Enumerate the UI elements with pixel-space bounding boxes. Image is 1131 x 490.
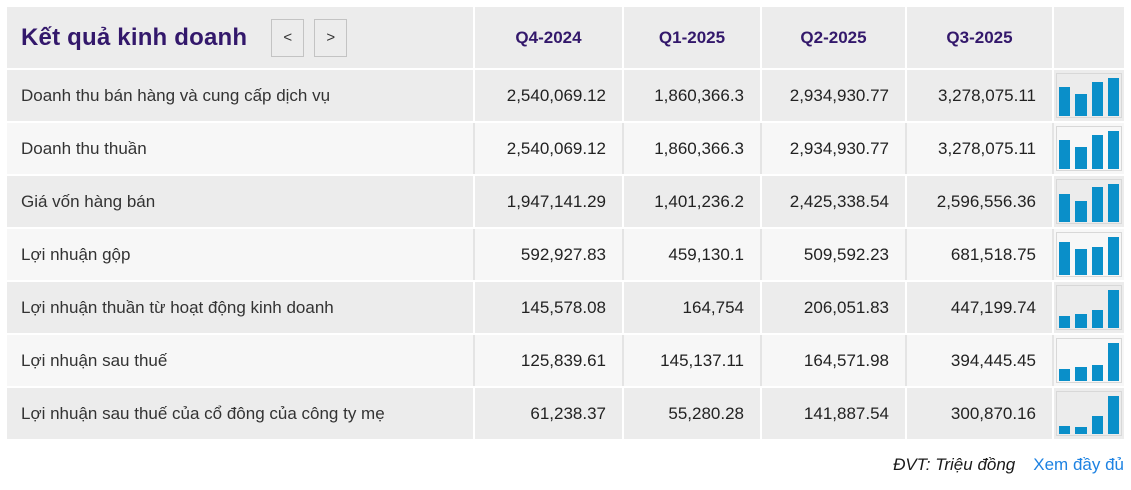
sparkline-cell — [1052, 388, 1124, 439]
sparkline-bar-chart — [1056, 338, 1122, 383]
spark-bar — [1059, 194, 1071, 222]
spark-bar — [1091, 310, 1103, 328]
sparkline-bar-chart — [1056, 232, 1122, 277]
sparkline-bar-chart — [1056, 391, 1122, 436]
cell-q3-2025: 3,278,075.11 — [905, 123, 1052, 174]
spark-bar — [1091, 187, 1103, 222]
cell-q2-2025: 2,425,338.54 — [760, 176, 905, 227]
prev-quarter-button[interactable]: < — [271, 18, 305, 57]
cell-q3-2025: 300,870.16 — [905, 388, 1052, 439]
unit-note: ĐVT: Triệu đồng — [893, 455, 1016, 474]
spark-bar — [1107, 343, 1119, 381]
table-row: Giá vốn hàng bán 1,947,141.29 1,401,236.… — [7, 176, 1124, 227]
cell-q3-2025: 2,596,556.36 — [905, 176, 1052, 227]
cell-q1-2025: 145,137.11 — [622, 335, 760, 386]
spark-bar — [1091, 82, 1103, 116]
cell-q3-2025: 681,518.75 — [905, 229, 1052, 280]
spark-bar — [1075, 201, 1087, 222]
table-row: Lợi nhuận thuần từ hoạt động kinh doanh … — [7, 282, 1124, 333]
cell-q2-2025: 164,571.98 — [760, 335, 905, 386]
widget-title: Kết quả kinh doanh — [21, 23, 248, 51]
sparkline-cell — [1052, 123, 1124, 174]
cell-q4-2024: 2,540,069.12 — [473, 70, 622, 121]
cell-q2-2025: 2,934,930.77 — [760, 123, 905, 174]
sparkline-bar-chart — [1056, 285, 1122, 330]
spark-bar — [1059, 140, 1071, 169]
cell-q4-2024: 61,238.37 — [473, 388, 622, 439]
table-row: Doanh thu bán hàng và cung cấp dịch vụ 2… — [7, 70, 1124, 121]
spark-bar — [1075, 427, 1087, 434]
cell-q4-2024: 2,540,069.12 — [473, 123, 622, 174]
row-label: Giá vốn hàng bán — [7, 176, 473, 227]
sparkline-cell — [1052, 229, 1124, 280]
column-header-q4-2024: Q4-2024 — [473, 7, 622, 68]
cell-q2-2025: 206,051.83 — [760, 282, 905, 333]
cell-q4-2024: 125,839.61 — [473, 335, 622, 386]
spark-bar — [1059, 242, 1071, 275]
spark-bar — [1107, 396, 1119, 434]
cell-q4-2024: 145,578.08 — [473, 282, 622, 333]
cell-q1-2025: 1,860,366.3 — [622, 123, 760, 174]
table-row: Lợi nhuận sau thuế 125,839.61 145,137.11… — [7, 335, 1124, 386]
cell-q2-2025: 2,934,930.77 — [760, 70, 905, 121]
spark-bar — [1091, 365, 1103, 381]
cell-q1-2025: 55,280.28 — [622, 388, 760, 439]
spark-bar — [1091, 416, 1103, 434]
spark-bar — [1059, 369, 1071, 381]
row-label: Doanh thu bán hàng và cung cấp dịch vụ — [7, 70, 473, 121]
column-header-q3-2025: Q3-2025 — [905, 7, 1052, 68]
view-full-link[interactable]: Xem đầy đủ — [1033, 455, 1124, 474]
cell-q4-2024: 592,927.83 — [473, 229, 622, 280]
cell-q3-2025: 3,278,075.11 — [905, 70, 1052, 121]
spark-bar — [1107, 237, 1119, 275]
spark-bar — [1059, 426, 1071, 434]
table-row: Lợi nhuận gộp 592,927.83 459,130.1 509,5… — [7, 229, 1124, 280]
sparkline-cell — [1052, 70, 1124, 121]
row-label: Lợi nhuận sau thuế của cổ đông của công … — [7, 388, 473, 439]
table-header-row: Kết quả kinh doanh < > Q4-2024 Q1-2025 Q… — [7, 7, 1124, 68]
cell-q1-2025: 1,401,236.2 — [622, 176, 760, 227]
cell-q3-2025: 447,199.74 — [905, 282, 1052, 333]
row-label: Doanh thu thuần — [7, 123, 473, 174]
cell-q1-2025: 459,130.1 — [622, 229, 760, 280]
sparkline-cell — [1052, 335, 1124, 386]
cell-q1-2025: 1,860,366.3 — [622, 70, 760, 121]
row-label: Lợi nhuận sau thuế — [7, 335, 473, 386]
spark-bar — [1107, 290, 1119, 328]
spark-bar — [1059, 87, 1071, 116]
header-title-cell: Kết quả kinh doanh < > — [7, 7, 473, 68]
cell-q2-2025: 509,592.23 — [760, 229, 905, 280]
business-results-widget: Kết quả kinh doanh < > Q4-2024 Q1-2025 Q… — [7, 7, 1124, 439]
spark-bar — [1107, 131, 1119, 169]
spark-bar — [1107, 184, 1119, 222]
spark-bar — [1107, 78, 1119, 116]
spark-bar — [1075, 314, 1087, 328]
sparkline-cell — [1052, 282, 1124, 333]
cell-q4-2024: 1,947,141.29 — [473, 176, 622, 227]
row-label: Lợi nhuận gộp — [7, 229, 473, 280]
column-header-q2-2025: Q2-2025 — [760, 7, 905, 68]
sparkline-bar-chart — [1056, 126, 1122, 171]
table-row: Lợi nhuận sau thuế của cổ đông của công … — [7, 388, 1124, 439]
column-header-q1-2025: Q1-2025 — [622, 7, 760, 68]
spark-bar — [1059, 316, 1071, 328]
spark-bar — [1075, 249, 1087, 275]
sparkline-bar-chart — [1056, 73, 1122, 118]
table-body: Doanh thu bán hàng và cung cấp dịch vụ 2… — [7, 70, 1124, 439]
sparkline-cell — [1052, 176, 1124, 227]
spark-bar — [1075, 367, 1087, 381]
spark-bar — [1091, 247, 1103, 275]
column-header-sparkline — [1052, 7, 1124, 68]
cell-q2-2025: 141,887.54 — [760, 388, 905, 439]
spark-bar — [1075, 147, 1087, 169]
row-label: Lợi nhuận thuần từ hoạt động kinh doanh — [7, 282, 473, 333]
cell-q1-2025: 164,754 — [622, 282, 760, 333]
table-footer: ĐVT: Triệu đồng Xem đầy đủ — [7, 455, 1124, 475]
spark-bar — [1075, 94, 1087, 116]
table-row: Doanh thu thuần 2,540,069.12 1,860,366.3… — [7, 123, 1124, 174]
spark-bar — [1091, 135, 1103, 169]
cell-q3-2025: 394,445.45 — [905, 335, 1052, 386]
sparkline-bar-chart — [1056, 179, 1122, 224]
next-quarter-button[interactable]: > — [314, 18, 348, 57]
